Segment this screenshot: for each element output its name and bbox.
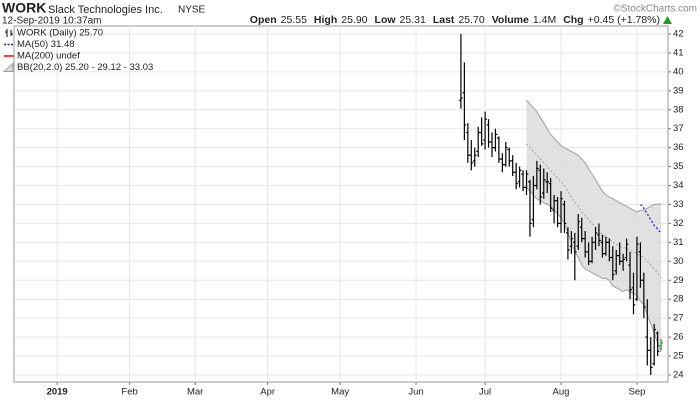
moving-average: [639, 204, 662, 234]
y-tick-label: 38: [673, 104, 684, 115]
band-upper: [526, 99, 662, 213]
y-tick-label: 30: [673, 256, 684, 267]
y-tick-label: 40: [673, 66, 684, 77]
y-tick-label: 24: [673, 370, 684, 381]
quote-label: Volume: [492, 14, 529, 26]
quote-value: 25.90: [341, 14, 367, 26]
grid: [14, 26, 668, 382]
quote: Open 25.55 High 25.90 Low 25.31 Last 25.70 Volum…: [250, 14, 660, 26]
credit: ©StockCharts.com: [613, 4, 697, 15]
quote-label: Open: [250, 14, 277, 26]
y-tick-label: 32: [673, 218, 684, 229]
quote-label: Chg: [563, 14, 583, 26]
y-tick-label: 28: [673, 294, 684, 305]
quote-label: Last: [433, 14, 455, 26]
x-tick-label: Apr: [260, 387, 275, 398]
x-tick-label: Feb: [121, 387, 137, 398]
x-tick-label: 2019: [47, 387, 68, 398]
company: Slack Technologies Inc.: [48, 4, 163, 16]
up-arrow: [663, 16, 672, 24]
y-tick-label: 39: [673, 85, 684, 96]
legend-label: MA(200) undef: [17, 51, 80, 62]
timestamp: 12-Sep-2019 10:37am: [2, 16, 102, 27]
y-tick-label: 37: [673, 123, 684, 134]
legend-label: MA(50) 31.48: [17, 39, 75, 50]
quote-label: High: [314, 14, 337, 26]
x-tick-label: Jul: [479, 387, 491, 398]
quote-value: 25.31: [400, 14, 426, 26]
band-fill: [526, 100, 662, 353]
x-tick-label: Aug: [553, 387, 570, 398]
band-middle: [526, 143, 662, 279]
quote-value: 25.55: [281, 14, 307, 26]
y-tick-label: 31: [673, 237, 684, 248]
y-tick-label: 41: [673, 47, 684, 58]
legend-label: WORK (Daily) 25.70: [17, 28, 103, 39]
y-tick-label: 25: [673, 351, 684, 362]
x-tick-label: May: [331, 387, 349, 398]
exchange: NYSE: [178, 5, 206, 16]
x-tick-label: Mar: [187, 387, 203, 398]
axes: 24 25 26 27 28 29 30 31 32 33 34 35 36 37 38 39 40 41 42 20…: [47, 28, 684, 397]
quote-label: Low: [375, 14, 397, 26]
x-tick-label: Sep: [628, 387, 645, 398]
y-tick-label: 35: [673, 161, 684, 172]
quote-value: 1.4M: [533, 14, 556, 26]
y-tick-label: 29: [673, 275, 684, 286]
y-tick-label: 27: [673, 313, 684, 324]
quote-value: +0.45 (+1.78%): [588, 14, 660, 26]
bands: [526, 99, 662, 353]
legend-label: BB(20,2.0) 25.20 - 29.12 - 33.03: [17, 62, 153, 73]
legend-icon: [2, 62, 14, 72]
y-tick-label: 34: [673, 180, 684, 191]
symbol: WORK: [2, 0, 46, 16]
marks: [459, 33, 663, 375]
quote-value: 25.70: [458, 14, 484, 26]
y-tick-label: 42: [673, 28, 684, 39]
band-lower: [526, 187, 662, 353]
y-tick-label: 33: [673, 199, 684, 210]
x-tick-label: Jun: [408, 387, 423, 398]
y-tick-label: 36: [673, 142, 684, 153]
y-tick-label: 26: [673, 332, 684, 343]
